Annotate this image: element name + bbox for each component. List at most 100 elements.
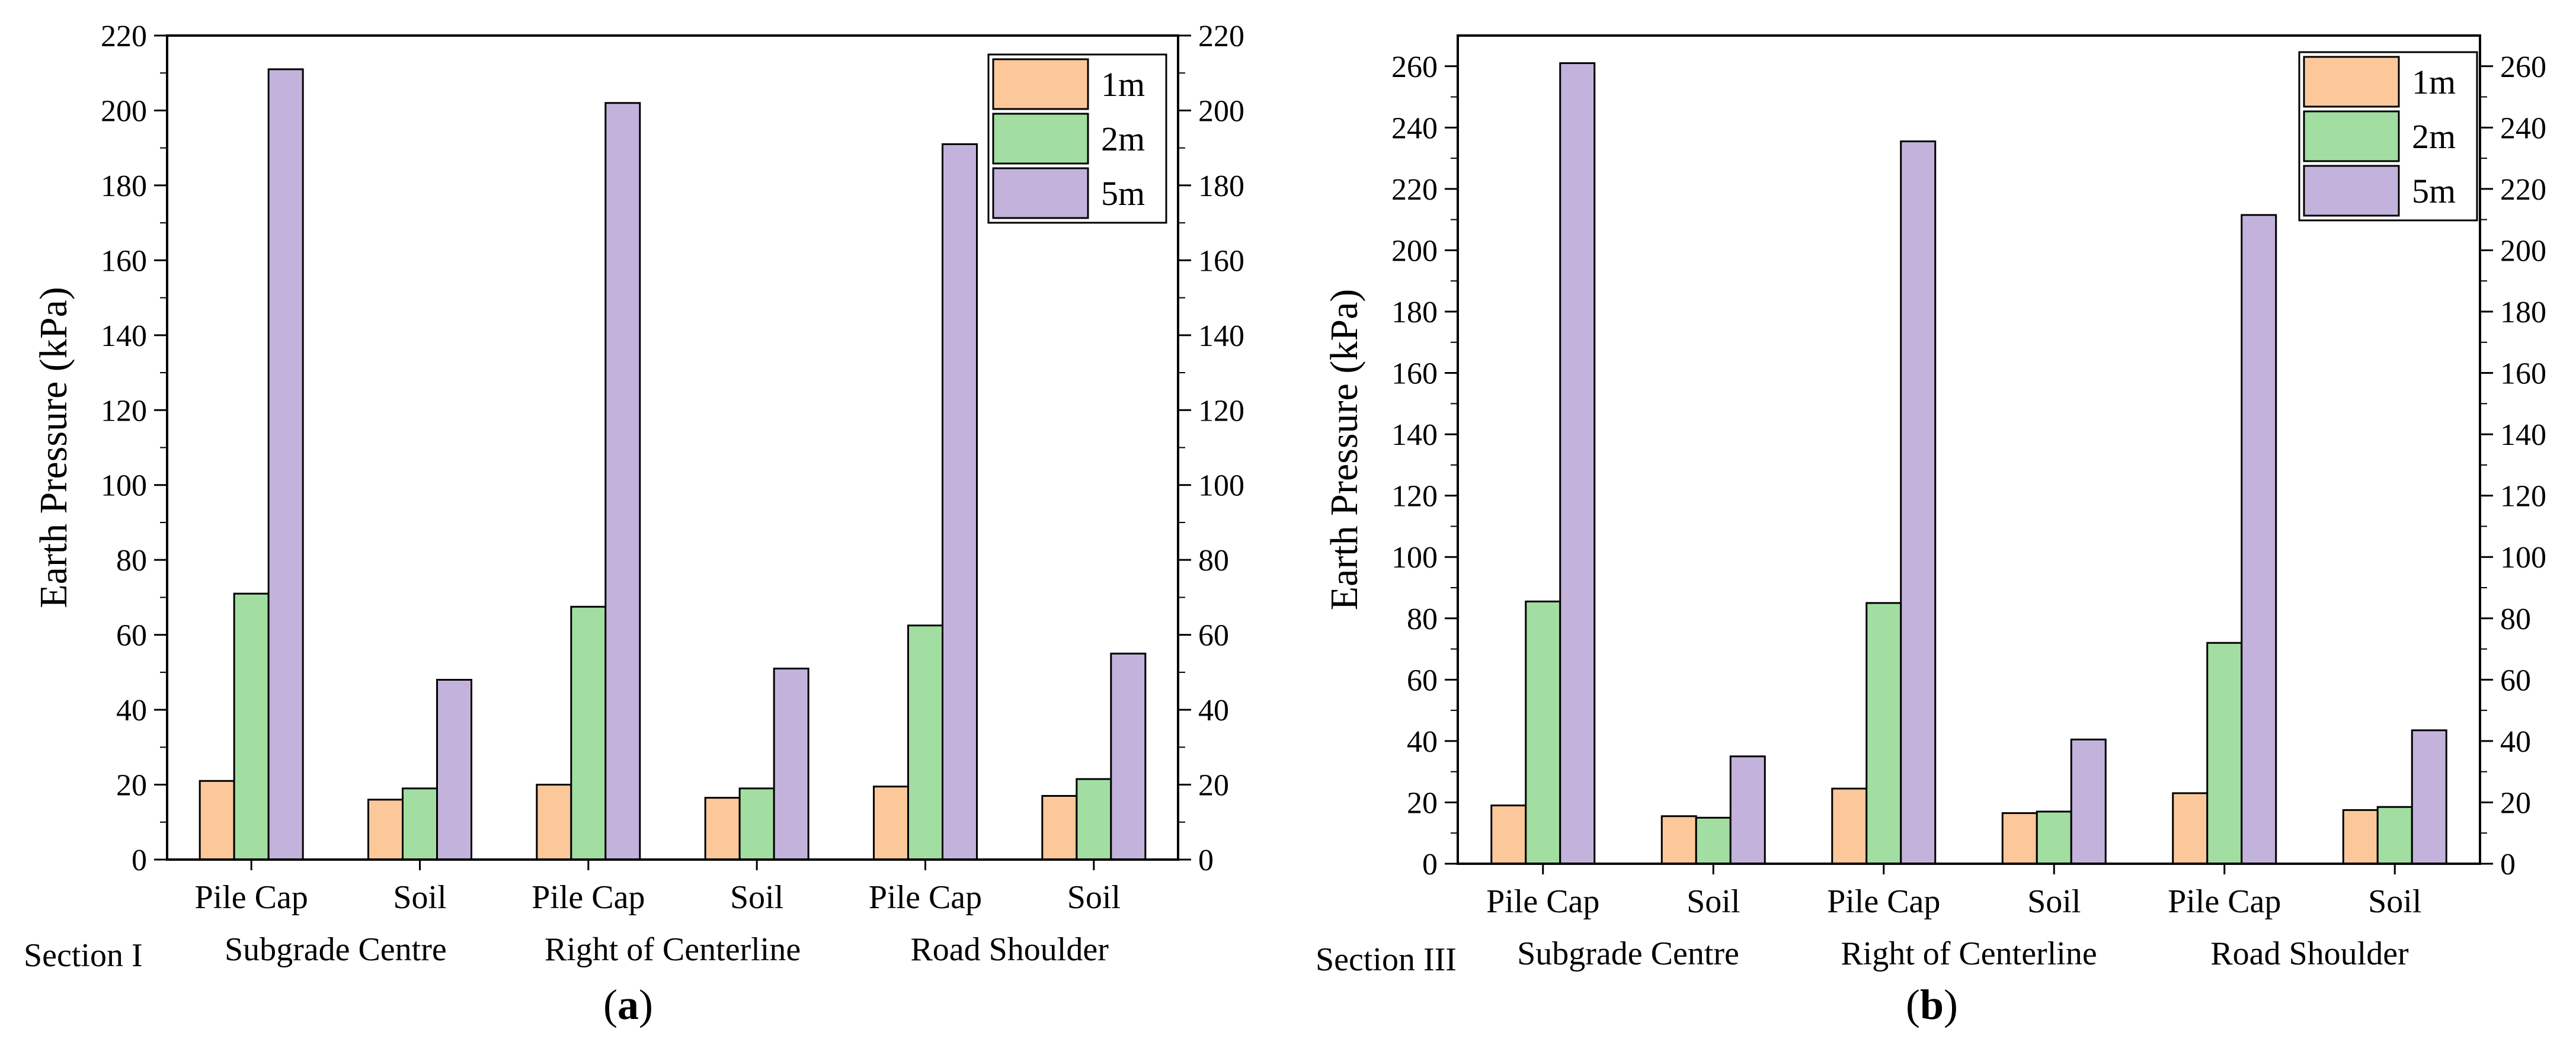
legend-label: 1m (1101, 65, 1145, 104)
y-tick-label-left: 60 (116, 619, 147, 653)
panel-letter: b (1920, 981, 1944, 1028)
y-tick-label-left: 120 (1391, 480, 1438, 514)
y-tick-label-left: 200 (1391, 234, 1438, 268)
y-tick-label-right: 20 (1198, 769, 1229, 803)
y-axis-label: Earth Pressure (kPa) (1323, 289, 1366, 611)
panel-letter: a (617, 981, 639, 1028)
bar-1m-3 (704, 797, 741, 861)
legend-swatch-5m (992, 167, 1089, 219)
x-tick-label: Soil (1067, 879, 1121, 916)
bar-2m-1 (402, 787, 438, 861)
y-tick-label-right: 120 (2500, 480, 2546, 514)
y-tick-label-left: 0 (1422, 848, 1438, 881)
y-tick-label-left: 100 (101, 469, 147, 503)
panel-caption: (b) (1906, 981, 1958, 1028)
x-tick-label: Pile Cap (1827, 883, 1940, 920)
group-label: Right of Centerline (545, 931, 801, 968)
bar-2m-4 (907, 624, 943, 861)
x-tick-label: Soil (1687, 883, 1740, 920)
bar-5m-0 (1559, 62, 1596, 865)
y-tick-label-right: 180 (1198, 169, 1244, 203)
bar-2m-5 (1076, 778, 1112, 861)
y-tick-label-left: 40 (116, 694, 147, 727)
x-tick-label: Pile Cap (2168, 883, 2281, 920)
legend-swatch-2m (992, 113, 1089, 165)
group-label: Road Shoulder (910, 931, 1109, 968)
y-tick-label-right: 40 (2500, 725, 2531, 759)
bar-1m-2 (1831, 787, 1868, 865)
bar-1m-5 (1041, 795, 1078, 861)
y-tick-label-left: 100 (1391, 541, 1438, 575)
y-tick-label-right: 240 (2500, 111, 2546, 145)
legend-label: 2m (1101, 120, 1145, 158)
y-tick-label-right: 160 (2500, 357, 2546, 391)
x-tick-label: Soil (2368, 883, 2421, 920)
bar-2m-5 (2376, 806, 2413, 865)
legend-label: 1m (2412, 63, 2456, 101)
legend-swatch-1m (2303, 56, 2400, 108)
plot-frame (166, 34, 1179, 861)
panel-b: 0 0 20 20 40 40 60 60 80 80 100 100 120 120 140 140 160 1… (1316, 34, 2546, 1028)
y-tick-label-right: 220 (1198, 20, 1244, 53)
y-tick-label-left: 120 (101, 394, 147, 428)
y-axis-label: Earth Pressure (kPa) (32, 287, 75, 608)
bar-2m-0 (1525, 600, 1561, 865)
legend-label: 5m (2412, 172, 2456, 210)
y-tick-label-right: 80 (2500, 602, 2531, 636)
y-tick-label-right: 40 (1198, 694, 1229, 727)
y-tick-label-right: 220 (2500, 173, 2546, 207)
y-tick-label-left: 40 (1407, 725, 1438, 759)
plot-frame (1457, 34, 2481, 865)
legend: 1m 2m 5m (2298, 51, 2478, 222)
bar-1m-1 (367, 799, 404, 861)
y-tick-label-right: 260 (2500, 50, 2546, 84)
bar-2m-4 (2206, 642, 2243, 865)
y-tick-label-right: 20 (2500, 786, 2531, 820)
x-tick-label: Soil (393, 879, 446, 916)
bar-5m-4 (2241, 214, 2277, 865)
bar-1m-4 (873, 786, 909, 861)
x-tick-label: Pile Cap (869, 879, 982, 916)
section-label: Section I (24, 937, 143, 974)
y-tick-label-right: 80 (1198, 544, 1229, 578)
y-tick-label-right: 140 (2500, 418, 2546, 452)
y-tick-label-left: 80 (116, 544, 147, 578)
bar-5m-0 (267, 68, 304, 861)
y-tick-label-right: 140 (1198, 319, 1244, 353)
y-tick-label-left: 180 (101, 169, 147, 203)
y-tick-label-right: 60 (1198, 619, 1229, 653)
bar-5m-3 (2070, 738, 2107, 865)
bar-1m-5 (2342, 809, 2379, 865)
y-tick-label-left: 180 (1391, 296, 1438, 329)
group-label: Right of Centerline (1841, 935, 2097, 972)
bar-5m-2 (1900, 140, 1937, 865)
bar-2m-3 (2036, 810, 2072, 865)
y-tick-label-right: 200 (1198, 94, 1244, 128)
y-tick-label-right: 200 (2500, 234, 2546, 268)
bar-2m-1 (1695, 816, 1732, 865)
bar-5m-5 (1110, 652, 1147, 861)
y-tick-label-right: 160 (1198, 244, 1244, 278)
y-tick-label-right: 0 (2500, 848, 2516, 881)
y-tick-label-right: 0 (1198, 844, 1214, 877)
bar-5m-5 (2411, 729, 2447, 865)
y-tick-label-right: 60 (2500, 663, 2531, 697)
bar-2m-3 (738, 787, 775, 861)
bar-1m-1 (1660, 815, 1697, 865)
bar-1m-4 (2172, 792, 2209, 865)
bar-1m-3 (2001, 812, 2038, 865)
y-tick-label-left: 220 (101, 20, 147, 53)
bar-5m-1 (436, 679, 472, 861)
y-tick-label-left: 260 (1391, 50, 1438, 84)
y-tick-label-left: 60 (1407, 663, 1438, 697)
bar-5m-2 (604, 102, 641, 861)
bar-2m-2 (1865, 602, 1902, 865)
y-tick-label-right: 180 (2500, 296, 2546, 329)
y-tick-label-left: 0 (132, 844, 147, 877)
bar-5m-4 (942, 143, 978, 861)
y-tick-label-left: 20 (116, 769, 147, 803)
y-tick-label-right: 120 (1198, 394, 1244, 428)
y-tick-label-right: 100 (2500, 541, 2546, 575)
y-tick-label-left: 140 (101, 319, 147, 353)
bar-1m-0 (1490, 804, 1527, 865)
